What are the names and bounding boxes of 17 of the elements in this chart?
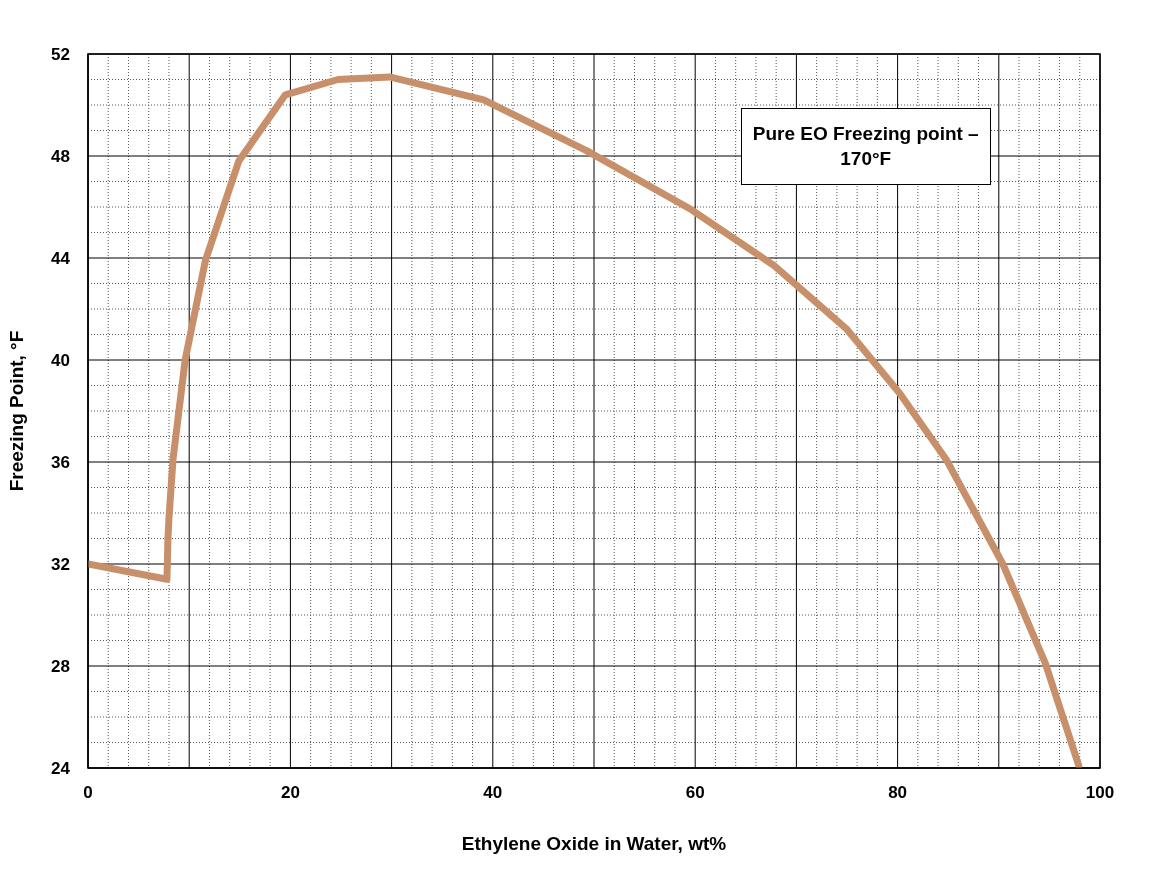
y-tick-label: 52 [51, 45, 70, 65]
y-tick-label: 40 [51, 351, 70, 371]
y-tick-label: 32 [51, 555, 70, 575]
x-tick-label: 20 [280, 783, 300, 803]
y-axis-title: Freezing Point, °F [5, 330, 27, 492]
x-tick-label: 80 [888, 783, 908, 803]
x-tick-label: 60 [685, 783, 705, 803]
y-tick-label: 36 [51, 453, 70, 473]
x-tick-label: 0 [83, 783, 93, 803]
y-tick-label: 48 [51, 147, 70, 167]
x-axis-title: Ethylene Oxide in Water, wt% [461, 833, 727, 854]
x-tick-label: 40 [483, 783, 503, 803]
x-tick-label: 100 [1085, 783, 1115, 803]
y-tick-label: 24 [51, 759, 71, 779]
y-tick-label: 44 [51, 249, 71, 269]
y-tick-label: 28 [51, 657, 70, 677]
annotation: Pure EO Freezing point – 170°F [740, 107, 991, 185]
